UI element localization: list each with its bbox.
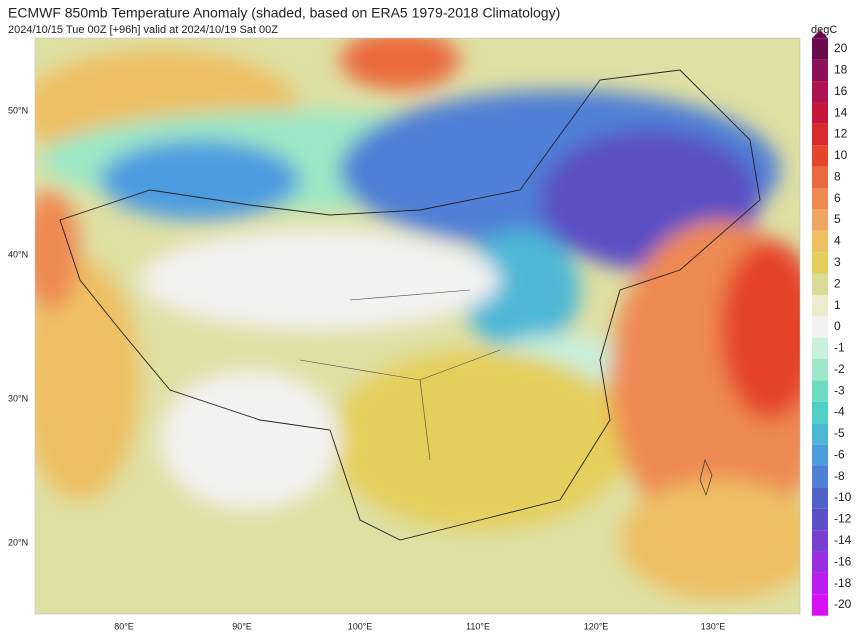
colorbar-swatch — [812, 530, 828, 552]
colorbar-swatch — [812, 444, 828, 466]
colorbar-swatch — [812, 423, 828, 445]
lat-label: 40°N — [8, 249, 28, 259]
colorbar-swatch — [812, 466, 828, 488]
title: ECMWF 850mb Temperature Anomaly (shaded,… — [8, 5, 560, 21]
colorbar-label: -5 — [834, 426, 845, 440]
colorbar-label: 14 — [834, 105, 848, 119]
colorbar-label: 2 — [834, 276, 841, 290]
colorbar-label: -12 — [834, 512, 852, 526]
lon-label: 100°E — [348, 621, 373, 631]
colorbar-swatch — [812, 230, 828, 253]
lon-label: 130°E — [701, 621, 726, 631]
colorbar-swatch — [812, 81, 828, 103]
colorbar-swatch — [812, 594, 828, 616]
colorbar-swatch — [812, 252, 828, 274]
colorbar-swatch — [812, 359, 828, 381]
colorbar-arrow — [812, 30, 828, 39]
lon-label: 110°E — [466, 621, 490, 631]
colorbar-swatch — [812, 145, 828, 167]
lon-label: 90°E — [232, 621, 252, 631]
colorbar-label: -10 — [834, 490, 852, 504]
colorbar-unit: degC — [811, 24, 837, 36]
colorbar-label: 6 — [834, 191, 841, 205]
colorbar-swatch — [812, 380, 828, 402]
colorbar-swatch — [812, 188, 828, 210]
subtitle: 2024/10/15 Tue 00Z [+96h] valid at 2024/… — [8, 24, 278, 36]
colorbar-label: -8 — [834, 469, 845, 483]
lon-label: 80°E — [114, 621, 134, 631]
colorbar-label: 8 — [834, 169, 841, 183]
colorbar-label: 10 — [834, 148, 848, 162]
colorbar-swatch — [812, 572, 828, 595]
colorbar-label: -4 — [834, 405, 845, 419]
map-area — [35, 38, 800, 614]
colorbar-swatch — [812, 166, 828, 188]
colorbar-label: 4 — [834, 234, 841, 248]
lat-label: 20°N — [8, 537, 28, 547]
colorbar-swatch — [812, 102, 828, 124]
colorbar-swatch — [812, 316, 828, 338]
colorbar-swatch — [812, 337, 828, 360]
colorbar-label: 18 — [834, 63, 848, 77]
colorbar-label: 20 — [834, 41, 848, 55]
colorbar-label: -6 — [834, 447, 845, 461]
colorbar-swatch — [812, 123, 828, 146]
colorbar-label: -16 — [834, 554, 852, 568]
lon-label: 120°E — [584, 621, 609, 631]
colorbar-label: -18 — [834, 576, 852, 590]
colorbar-swatch — [812, 294, 828, 317]
colorbar-label: 16 — [834, 84, 848, 98]
colorbar-label: 3 — [834, 255, 841, 269]
colorbar-label: -1 — [834, 341, 845, 355]
colorbar-swatch — [812, 273, 828, 295]
lat-label: 50°N — [8, 105, 28, 115]
colorbar-label: 0 — [834, 319, 841, 333]
colorbar-swatch — [812, 209, 828, 231]
colorbar-swatch — [812, 38, 828, 60]
colorbar-label: 5 — [834, 212, 841, 226]
colorbar-label: -14 — [834, 533, 852, 547]
colorbar-swatch — [812, 551, 828, 573]
lat-label: 30°N — [8, 393, 28, 403]
colorbar-label: -3 — [834, 383, 845, 397]
colorbar-label: 12 — [834, 127, 848, 141]
colorbar-swatch — [812, 59, 828, 82]
colorbar: degC — [811, 24, 837, 36]
colorbar-label: -2 — [834, 362, 845, 376]
colorbar-swatch — [812, 487, 828, 509]
colorbar-swatch — [812, 401, 828, 424]
colorbar-label: 1 — [834, 298, 841, 312]
colorbar-swatch — [812, 508, 828, 531]
colorbar-label: -20 — [834, 597, 852, 611]
